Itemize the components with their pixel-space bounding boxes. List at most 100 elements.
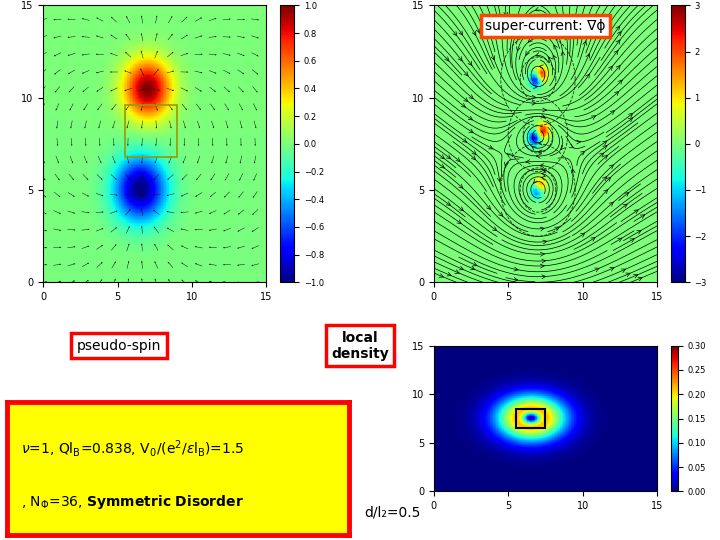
FancyArrowPatch shape <box>446 155 451 159</box>
Text: d/l₂=0.5: d/l₂=0.5 <box>364 506 420 520</box>
FancyArrowPatch shape <box>606 177 611 181</box>
FancyArrowPatch shape <box>559 21 563 25</box>
FancyArrowPatch shape <box>591 116 595 119</box>
FancyArrowPatch shape <box>489 145 493 149</box>
FancyArrowPatch shape <box>629 113 633 117</box>
FancyArrowPatch shape <box>603 156 608 159</box>
FancyArrowPatch shape <box>506 26 510 30</box>
FancyArrowPatch shape <box>469 129 473 133</box>
FancyArrowPatch shape <box>571 169 575 173</box>
FancyArrowPatch shape <box>439 274 444 278</box>
FancyArrowPatch shape <box>603 141 607 145</box>
FancyArrowPatch shape <box>539 141 542 145</box>
FancyArrowPatch shape <box>538 150 542 154</box>
FancyArrowPatch shape <box>570 144 574 148</box>
Bar <box>516 409 546 428</box>
FancyArrowPatch shape <box>542 168 546 172</box>
FancyArrowPatch shape <box>561 51 565 56</box>
FancyArrowPatch shape <box>626 273 630 276</box>
FancyArrowPatch shape <box>512 29 516 33</box>
FancyArrowPatch shape <box>577 26 581 30</box>
Text: $\nu$=1, Ql$_\mathrm{B}$=0.838, V$_0$/(e$^2$/$\varepsilon$l$_\mathrm{B}$)=1.5: $\nu$=1, Ql$_\mathrm{B}$=0.838, V$_0$/(e… <box>21 438 244 459</box>
FancyArrowPatch shape <box>536 154 541 158</box>
FancyArrowPatch shape <box>580 34 584 38</box>
FancyArrowPatch shape <box>464 98 468 102</box>
FancyArrowPatch shape <box>621 269 626 273</box>
FancyArrowPatch shape <box>540 227 544 231</box>
FancyArrowPatch shape <box>470 266 474 270</box>
FancyArrowPatch shape <box>541 172 546 176</box>
FancyArrowPatch shape <box>526 51 529 55</box>
FancyArrowPatch shape <box>491 56 495 60</box>
FancyArrowPatch shape <box>445 57 449 61</box>
FancyArrowPatch shape <box>516 47 521 51</box>
FancyArrowPatch shape <box>468 61 472 65</box>
FancyArrowPatch shape <box>600 153 604 157</box>
FancyArrowPatch shape <box>528 38 532 42</box>
FancyArrowPatch shape <box>472 262 477 266</box>
FancyArrowPatch shape <box>608 66 613 70</box>
FancyArrowPatch shape <box>536 52 540 56</box>
FancyArrowPatch shape <box>614 50 618 55</box>
FancyArrowPatch shape <box>615 91 618 96</box>
FancyArrowPatch shape <box>618 238 622 242</box>
FancyArrowPatch shape <box>618 80 622 84</box>
FancyArrowPatch shape <box>459 266 464 270</box>
FancyArrowPatch shape <box>577 140 580 144</box>
FancyArrowPatch shape <box>498 178 501 181</box>
FancyArrowPatch shape <box>456 158 460 161</box>
FancyArrowPatch shape <box>487 205 490 210</box>
FancyArrowPatch shape <box>586 54 590 58</box>
FancyArrowPatch shape <box>583 41 587 45</box>
FancyArrowPatch shape <box>591 238 595 241</box>
FancyArrowPatch shape <box>472 156 475 160</box>
FancyArrowPatch shape <box>469 94 473 99</box>
FancyArrowPatch shape <box>638 277 642 281</box>
FancyArrowPatch shape <box>458 57 462 61</box>
FancyArrowPatch shape <box>477 29 480 33</box>
FancyArrowPatch shape <box>543 108 546 112</box>
FancyArrowPatch shape <box>534 179 538 183</box>
Bar <box>125 105 177 157</box>
FancyArrowPatch shape <box>514 267 518 271</box>
FancyArrowPatch shape <box>462 103 466 107</box>
Text: , N$_\Phi$=36, $\mathbf{Symmetric\ Disorder}$: , N$_\Phi$=36, $\mathbf{Symmetric\ Disor… <box>21 492 243 510</box>
FancyArrowPatch shape <box>532 102 536 105</box>
FancyArrowPatch shape <box>623 204 627 208</box>
FancyArrowPatch shape <box>459 184 463 188</box>
FancyArrowPatch shape <box>616 65 620 70</box>
FancyArrowPatch shape <box>539 65 544 69</box>
FancyArrowPatch shape <box>580 233 585 237</box>
FancyArrowPatch shape <box>472 31 476 35</box>
FancyArrowPatch shape <box>472 151 476 154</box>
FancyArrowPatch shape <box>532 96 536 99</box>
FancyArrowPatch shape <box>464 72 468 76</box>
FancyArrowPatch shape <box>603 177 607 181</box>
FancyArrowPatch shape <box>603 190 608 194</box>
FancyArrowPatch shape <box>534 85 537 89</box>
FancyArrowPatch shape <box>603 146 607 150</box>
FancyArrowPatch shape <box>609 202 613 206</box>
FancyArrowPatch shape <box>457 220 462 224</box>
FancyArrowPatch shape <box>636 231 641 234</box>
FancyArrowPatch shape <box>629 118 633 122</box>
FancyArrowPatch shape <box>549 29 553 33</box>
FancyArrowPatch shape <box>580 151 585 155</box>
FancyArrowPatch shape <box>609 165 613 169</box>
FancyArrowPatch shape <box>565 36 569 40</box>
FancyArrowPatch shape <box>459 207 464 211</box>
FancyArrowPatch shape <box>640 215 644 219</box>
FancyArrowPatch shape <box>532 146 536 150</box>
FancyArrowPatch shape <box>455 270 459 273</box>
FancyArrowPatch shape <box>585 74 590 78</box>
Text: super-current: ∇ϕ: super-current: ∇ϕ <box>485 19 606 33</box>
FancyArrowPatch shape <box>535 8 539 11</box>
FancyArrowPatch shape <box>541 259 546 263</box>
FancyArrowPatch shape <box>561 145 564 150</box>
FancyArrowPatch shape <box>513 278 518 281</box>
FancyArrowPatch shape <box>507 154 511 158</box>
FancyArrowPatch shape <box>616 40 620 44</box>
FancyArrowPatch shape <box>616 26 620 30</box>
FancyArrowPatch shape <box>540 164 544 167</box>
FancyArrowPatch shape <box>554 45 557 49</box>
